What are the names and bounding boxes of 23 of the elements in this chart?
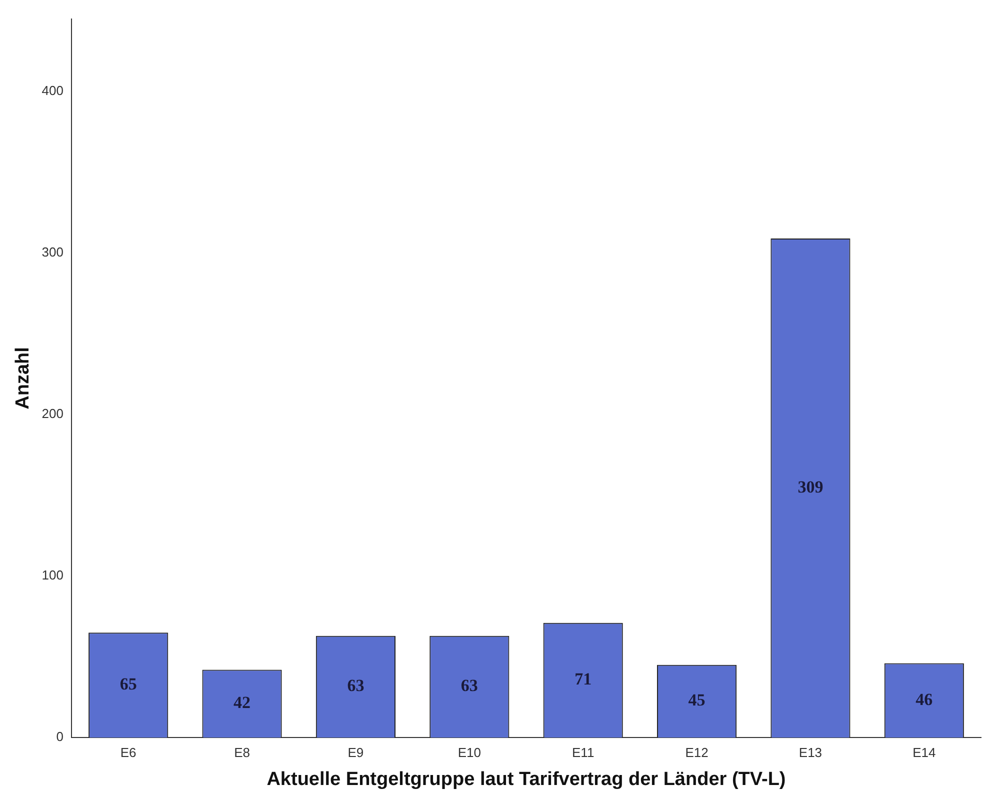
x-tick-label: E8	[234, 744, 250, 760]
data-label: 63	[347, 676, 364, 696]
y-tick-label: 400	[42, 83, 64, 98]
y-tick-label: 100	[42, 568, 64, 583]
x-tick-label: E14	[912, 744, 936, 760]
y-tick-label: 300	[42, 244, 64, 260]
y-axis-title: Anzahl	[12, 347, 34, 410]
x-tick-label: E6	[120, 744, 136, 760]
data-label: 45	[688, 690, 706, 710]
data-label: 309	[798, 477, 824, 496]
data-label: 46	[916, 690, 933, 709]
data-label: 42	[234, 693, 251, 712]
data-label: 63	[460, 676, 478, 696]
data-label: 65	[120, 674, 137, 694]
y-tick-label: 0	[56, 729, 64, 744]
x-axis-title: Aktuelle Entgeltgruppe laut Tarifvertrag der Länder (TV-L)	[266, 768, 786, 790]
y-tick-label: 200	[42, 406, 64, 422]
x-tick-label: E11	[572, 744, 594, 760]
x-tick-label: E10	[458, 744, 481, 760]
x-tick-label: E9	[348, 744, 364, 760]
x-tick-label: E12	[685, 744, 708, 760]
x-tick-label: E13	[798, 744, 822, 760]
data-label: 71	[574, 670, 592, 689]
